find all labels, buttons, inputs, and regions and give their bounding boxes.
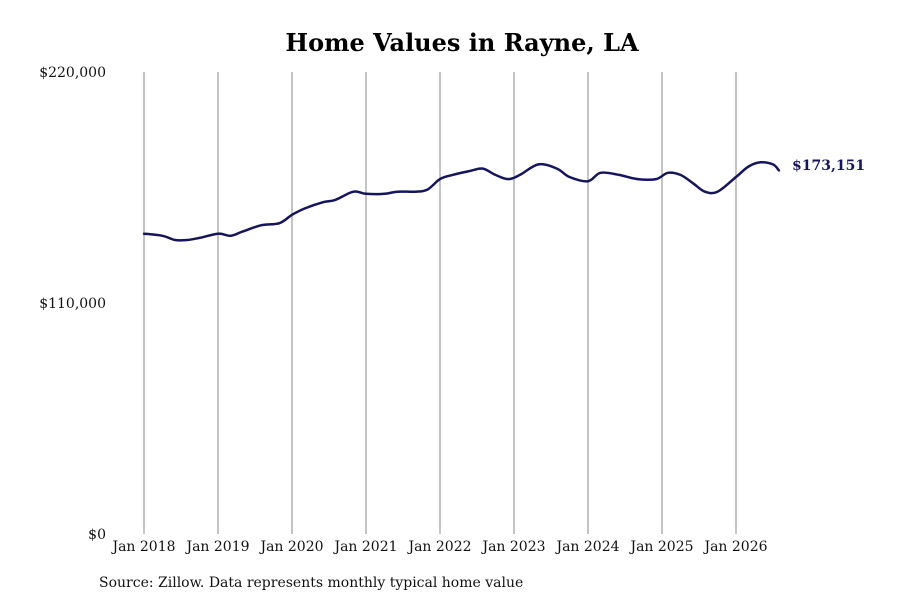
series-line xyxy=(142,161,781,242)
source-note: Source: Zillow. Data represents monthly … xyxy=(99,575,523,591)
x-tick-label: Jan 2023 xyxy=(480,539,545,555)
y-tick-label: $0 xyxy=(88,527,106,543)
y-tick-label: $110,000 xyxy=(39,296,106,312)
x-tick-label: Jan 2025 xyxy=(628,539,693,555)
y-tick-label: $220,000 xyxy=(39,65,106,81)
grid-lines xyxy=(143,72,737,534)
series-group xyxy=(142,161,781,242)
x-axis: Jan 2018 Jan 2019 Jan 2020 Jan 2021 Jan 2022… xyxy=(110,539,767,555)
x-tick-label: Jan 2024 xyxy=(554,539,619,555)
x-tick-label: Jan 2018 xyxy=(110,539,175,555)
x-tick-label: Jan 2020 xyxy=(258,539,323,555)
x-tick-label: Jan 2026 xyxy=(702,539,767,555)
y-axis: $0 $110,000 $220,000 xyxy=(39,65,106,543)
x-tick-label: Jan 2019 xyxy=(184,539,249,555)
chart-title: Home Values in Rayne, LA xyxy=(285,28,639,57)
end-value-label: $173,151 xyxy=(792,158,865,174)
x-tick-label: Jan 2021 xyxy=(332,539,397,555)
x-tick-label: Jan 2022 xyxy=(406,539,471,555)
